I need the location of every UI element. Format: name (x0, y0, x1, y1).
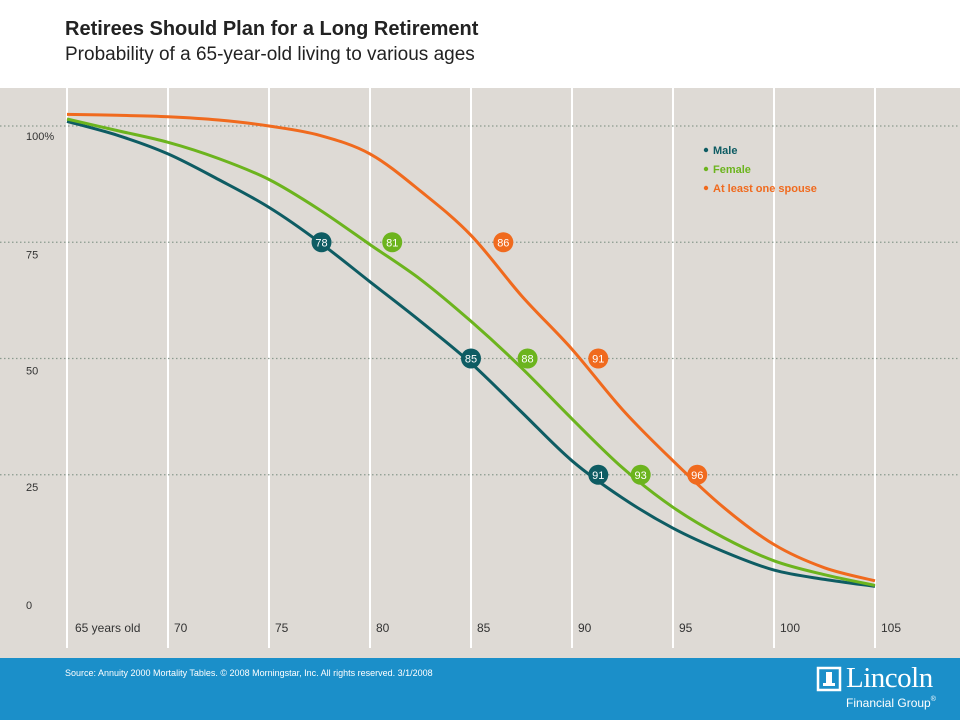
legend-bullet-male (703, 147, 709, 153)
y-tick-label: 75 (26, 249, 38, 261)
header: Retirees Should Plan for a Long Retireme… (0, 0, 960, 88)
marker-female (517, 348, 538, 369)
legend-bullet-at-least-one-spouse (703, 185, 709, 191)
marker-male (588, 464, 609, 485)
y-tick-label: 0 (26, 600, 32, 612)
lincoln-logo-icon (816, 666, 842, 692)
logo-name: Lincoln (846, 662, 933, 694)
logo-registered: ® (930, 696, 936, 703)
chart-title: Retirees Should Plan for a Long Retireme… (65, 18, 479, 40)
legend: Male Female At least one spouse (703, 145, 817, 195)
marker-at-least-one-spouse (588, 348, 609, 369)
series-line-female (66, 117, 876, 587)
y-axis-ticks: 0 25 50 75 100% (26, 131, 54, 612)
x-tick-label: 85 (477, 621, 491, 635)
marker-at-least-one-spouse (687, 464, 708, 485)
marker-at-least-one-spouse (493, 232, 514, 253)
source-note: Source: Annuity 2000 Mortality Tables. ©… (65, 668, 433, 678)
x-axis-ticks: 65 years old 70 75 80 85 90 95 100 105 (75, 621, 901, 635)
marker-label: 91 (592, 354, 604, 366)
legend-label-female: Female (713, 164, 751, 176)
marker-label: 91 (592, 470, 604, 482)
marker-label: 88 (521, 354, 533, 366)
y-tick-label: 50 (26, 366, 38, 378)
x-tick-label: 105 (881, 621, 901, 635)
marker-label: 93 (635, 470, 647, 482)
legend-bullet-female (703, 166, 709, 172)
logo-subtitle: Financial Group® (846, 696, 936, 710)
x-tick-label: 90 (578, 621, 592, 635)
series-line-at-least-one-spouse (66, 112, 876, 583)
marker-label: 78 (315, 237, 327, 249)
marker-male (311, 232, 332, 253)
survival-chart: 0 25 50 75 100% 65 years old 70 75 80 85 90 95 100 1… (0, 88, 960, 648)
logo-sub-text: Financial Group (846, 696, 931, 710)
y-tick-label: 100% (26, 131, 54, 143)
marker-female (382, 232, 403, 253)
x-tick-label: 75 (275, 621, 289, 635)
x-tick-label: 65 years old (75, 621, 140, 635)
y-tick-label: 25 (26, 482, 38, 494)
chart-subtitle: Probability of a 65-year-old living to v… (65, 44, 475, 65)
legend-label-at-least-one-spouse: At least one spouse (713, 183, 817, 195)
x-tick-label: 100 (780, 621, 800, 635)
vertical-gridlines (66, 88, 876, 648)
x-tick-label: 80 (376, 621, 390, 635)
legend-label-male: Male (713, 145, 737, 157)
x-tick-label: 95 (679, 621, 693, 635)
marker-female (630, 464, 651, 485)
x-tick-label: 70 (174, 621, 188, 635)
lincoln-logo[interactable]: Lincoln Financial Group® (816, 662, 951, 716)
marker-label: 85 (465, 354, 477, 366)
footer: Source: Annuity 2000 Mortality Tables. ©… (0, 658, 960, 720)
horizontal-gridlines (0, 125, 960, 476)
marker-label: 86 (497, 237, 509, 249)
marker-male (461, 348, 481, 369)
marker-label: 96 (691, 470, 703, 482)
marker-label: 81 (386, 237, 398, 249)
series-markers: 78 85 91 81 88 93 86 91 96 (311, 232, 708, 485)
